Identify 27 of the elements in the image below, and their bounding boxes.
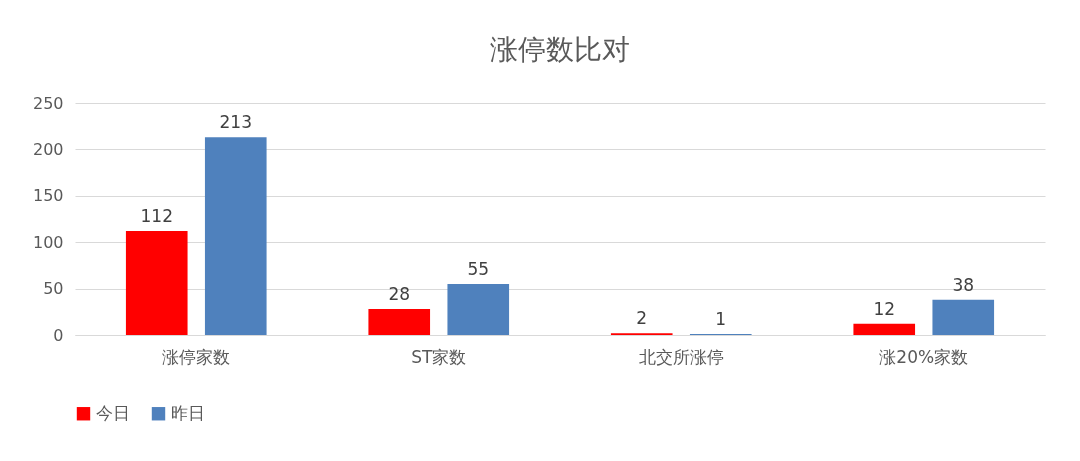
bar (125, 231, 188, 335)
data-label: 2 (636, 308, 648, 329)
y-tick-label: 50 (43, 279, 64, 299)
bar (932, 299, 995, 335)
data-label: 1 (715, 309, 727, 330)
legend-label: 昨日 (171, 402, 205, 423)
x-tick-label: 北交所涨停 (638, 346, 724, 367)
data-label: 38 (952, 274, 975, 295)
data-label: 112 (140, 206, 173, 227)
data-label: 28 (388, 284, 411, 305)
data-label: 213 (219, 112, 252, 133)
data-label: 12 (873, 298, 896, 319)
bar (853, 323, 916, 335)
data-label: 55 (467, 258, 490, 279)
y-tick-label: 200 (32, 139, 64, 159)
x-tick-label: 涨20%家数 (879, 346, 969, 367)
x-tick-label: ST家数 (411, 346, 467, 367)
y-tick-label: 250 (32, 93, 64, 113)
y-tick-label: 100 (32, 232, 64, 252)
bar (204, 137, 267, 335)
y-tick-label: 150 (32, 186, 64, 206)
bar (368, 309, 431, 335)
bar (447, 283, 510, 335)
chart-title: 涨停数比对 (490, 33, 630, 66)
x-tick-label: 涨停家数 (162, 346, 231, 367)
legend-label: 今日 (96, 402, 130, 423)
y-tick-label: 0 (53, 325, 64, 345)
